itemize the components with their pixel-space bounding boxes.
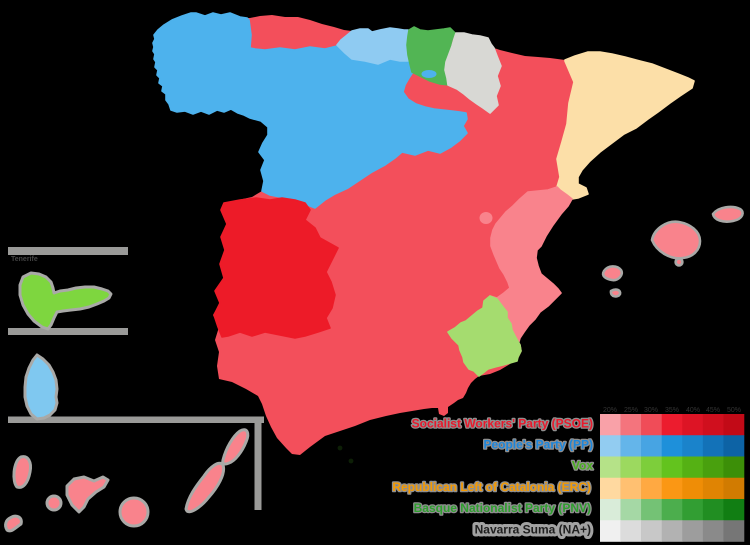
svg-text:40%: 40% xyxy=(686,407,700,414)
svg-text:50%: 50% xyxy=(727,407,741,414)
svg-text:45%: 45% xyxy=(706,407,720,414)
svg-text:30%: 30% xyxy=(644,407,658,414)
svg-text:Tenerife: Tenerife xyxy=(11,256,38,263)
svg-text:Socialist Workers' Party (PSOE: Socialist Workers' Party (PSOE) xyxy=(412,417,593,431)
svg-text:Basque Nationalist Party (PNV): Basque Nationalist Party (PNV) xyxy=(414,501,591,515)
svg-text:25%: 25% xyxy=(624,407,638,414)
svg-text:35%: 35% xyxy=(665,407,679,414)
svg-text:Vox: Vox xyxy=(572,459,593,473)
svg-text:Republican Left of Catalonia (: Republican Left of Catalonia (ERC) xyxy=(392,480,591,494)
svg-text:20%: 20% xyxy=(603,407,617,414)
svg-text:Navarra Suma (NA+): Navarra Suma (NA+) xyxy=(475,523,591,537)
svg-text:People's Party (PP): People's Party (PP) xyxy=(483,438,593,452)
